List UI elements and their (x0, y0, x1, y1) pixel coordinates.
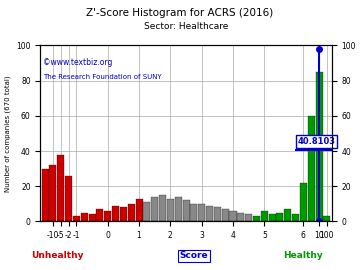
Bar (57, 154, 64, 221)
Bar (316, 72, 323, 221)
Bar (222, 209, 229, 221)
Bar (292, 214, 299, 221)
Bar (245, 214, 252, 221)
Bar (175, 197, 182, 221)
Bar (136, 199, 143, 221)
Bar (261, 211, 268, 221)
Bar (300, 183, 307, 221)
Bar (143, 202, 150, 221)
Text: Z'-Score Histogram for ACRS (2016): Z'-Score Histogram for ACRS (2016) (86, 8, 274, 18)
Bar (128, 204, 135, 221)
Bar (73, 216, 80, 221)
Bar (284, 209, 291, 221)
Bar (269, 214, 276, 221)
Bar (237, 213, 244, 221)
Bar (198, 204, 205, 221)
Bar (253, 216, 260, 221)
Bar (81, 213, 88, 221)
Bar (89, 214, 96, 221)
Bar (167, 199, 174, 221)
Bar (206, 206, 213, 221)
Bar (96, 209, 103, 221)
Text: The Research Foundation of SUNY: The Research Foundation of SUNY (43, 73, 162, 80)
Y-axis label: Number of companies (670 total): Number of companies (670 total) (4, 75, 11, 192)
Bar (49, 165, 57, 221)
Bar (104, 211, 111, 221)
Bar (120, 207, 127, 221)
Bar (308, 116, 315, 221)
Text: Unhealthy: Unhealthy (31, 251, 83, 261)
Text: Sector: Healthcare: Sector: Healthcare (144, 22, 228, 32)
Text: Healthy: Healthy (284, 251, 323, 261)
Bar (151, 197, 158, 221)
Bar (65, 176, 72, 221)
Bar (183, 200, 190, 221)
Bar (159, 195, 166, 221)
Text: 40.8103: 40.8103 (297, 137, 335, 146)
Bar (112, 206, 119, 221)
Text: Score: Score (180, 251, 208, 261)
Bar (190, 204, 197, 221)
Text: ©www.textbiz.org: ©www.textbiz.org (43, 58, 113, 67)
Bar (276, 213, 283, 221)
Bar (214, 207, 221, 221)
Bar (42, 169, 49, 221)
Bar (229, 211, 237, 221)
Bar (323, 216, 330, 221)
